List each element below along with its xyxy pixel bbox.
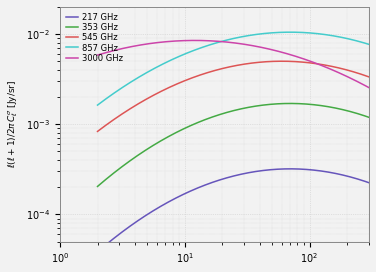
3000 GHz [277, 50, 282, 53]
545 GHz [367, 75, 371, 79]
545 GHz [280, 60, 284, 63]
353 GHz [300, 102, 305, 106]
3000 GHz [218, 40, 223, 43]
353 GHz [288, 102, 293, 105]
353 GHz [277, 102, 281, 105]
545 GHz [300, 60, 305, 64]
217 GHz [288, 167, 293, 171]
3000 GHz [165, 40, 170, 43]
217 GHz [143, 214, 148, 217]
Line: 353 GHz: 353 GHz [97, 103, 369, 186]
545 GHz [255, 61, 260, 64]
217 GHz [255, 170, 260, 173]
857 GHz [95, 103, 100, 107]
353 GHz [255, 104, 260, 107]
217 GHz [165, 201, 170, 204]
545 GHz [277, 60, 281, 63]
545 GHz [143, 98, 148, 101]
857 GHz [300, 31, 305, 34]
3000 GHz [95, 54, 100, 57]
857 GHz [367, 43, 371, 46]
217 GHz [277, 168, 281, 171]
3000 GHz [256, 45, 260, 48]
353 GHz [143, 149, 148, 152]
Line: 3000 GHz: 3000 GHz [97, 41, 369, 88]
545 GHz [165, 87, 170, 90]
353 GHz [95, 185, 100, 188]
217 GHz [95, 250, 100, 254]
857 GHz [165, 60, 170, 63]
3000 GHz [192, 39, 197, 42]
217 GHz [218, 178, 223, 181]
545 GHz [218, 67, 223, 71]
353 GHz [367, 116, 371, 119]
Line: 857 GHz: 857 GHz [97, 32, 369, 105]
857 GHz [255, 33, 260, 36]
Line: 545 GHz: 545 GHz [97, 61, 369, 131]
545 GHz [95, 130, 100, 133]
3000 GHz [367, 86, 371, 89]
Legend: 217 GHz, 353 GHz, 545 GHz, 857 GHz, 3000 GHz: 217 GHz, 353 GHz, 545 GHz, 857 GHz, 3000… [64, 11, 125, 64]
857 GHz [277, 31, 281, 34]
Line: 217 GHz: 217 GHz [97, 169, 369, 252]
3000 GHz [143, 42, 148, 46]
857 GHz [218, 40, 223, 43]
217 GHz [367, 181, 371, 184]
217 GHz [300, 168, 305, 171]
353 GHz [165, 135, 170, 139]
857 GHz [288, 30, 293, 34]
353 GHz [218, 113, 223, 116]
Y-axis label: $\ell(\ell+1)/2\pi\, C_\ell^{\sigma}$ [Jy/sr]: $\ell(\ell+1)/2\pi\, C_\ell^{\sigma}$ [J… [7, 80, 20, 168]
857 GHz [143, 72, 148, 75]
3000 GHz [300, 57, 305, 60]
